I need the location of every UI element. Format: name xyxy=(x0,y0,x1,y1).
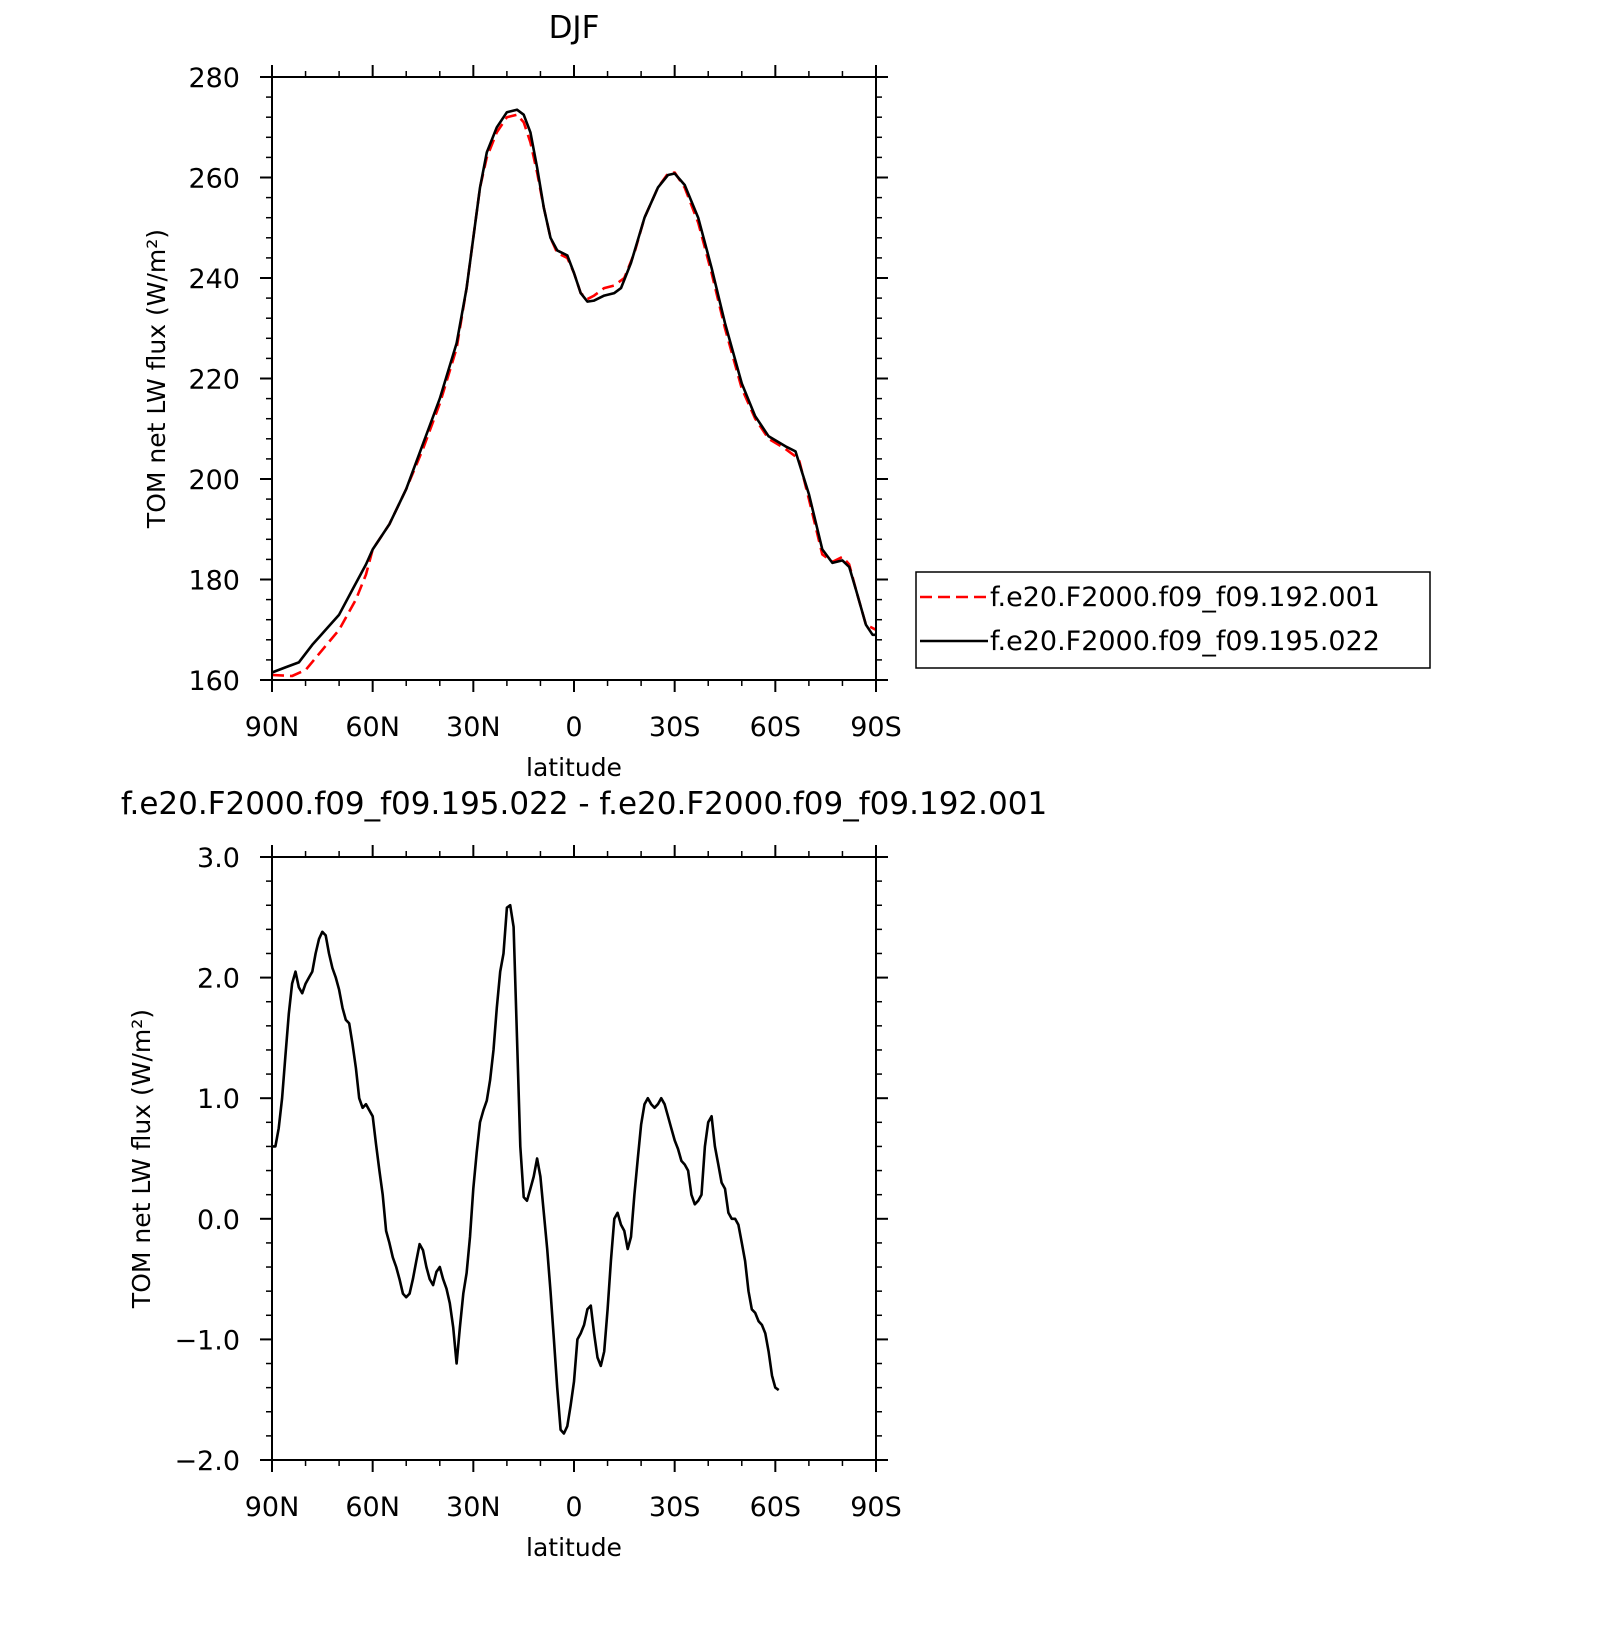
y-axis-label: TOM net LW flux (W/m²) xyxy=(142,229,171,529)
x-tick-label: 90N xyxy=(245,712,300,743)
y-tick-label: 220 xyxy=(188,365,240,396)
legend-label: f.e20.F2000.f09_f09.192.001 xyxy=(990,582,1380,613)
chart-title: DJF xyxy=(549,10,600,46)
x-axis-label: latitude xyxy=(526,1533,622,1562)
x-tick-label: 30N xyxy=(446,1492,501,1523)
y-tick-label: 240 xyxy=(188,264,240,295)
plot-frame xyxy=(271,76,877,681)
legend-label: f.e20.F2000.f09_f09.195.022 xyxy=(990,626,1380,657)
y-tick-label: 160 xyxy=(188,666,240,697)
legend-box xyxy=(915,571,1431,669)
y-tick-label: 3.0 xyxy=(197,843,240,874)
y-tick-label: 0.0 xyxy=(197,1205,240,1236)
y-tick-label: 280 xyxy=(188,63,240,94)
x-tick-label: 30S xyxy=(649,712,701,743)
x-tick-label: 0 xyxy=(565,1492,582,1523)
x-tick-label: 60N xyxy=(345,1492,400,1523)
series-line-1 xyxy=(271,108,876,674)
series-line-0 xyxy=(271,113,877,678)
x-tick-label: 0 xyxy=(565,712,582,743)
x-tick-label: 90S xyxy=(850,712,902,743)
y-tick-label: 1.0 xyxy=(197,1084,240,1115)
x-tick-label: 90N xyxy=(245,1492,300,1523)
x-tick-label: 90S xyxy=(850,1492,902,1523)
bottom-panel: f.e20.F2000.f09_f09.195.022 - f.e20.F200… xyxy=(121,786,1047,1562)
x-tick-label: 30S xyxy=(649,1492,701,1523)
top-panel: DJF 90N 60N 30N 0 30S 60S 90S 160 180 200 220 240 260… xyxy=(142,10,1431,782)
chart-title: f.e20.F2000.f09_f09.195.022 - f.e20.F200… xyxy=(121,786,1047,822)
y-tick-label: 200 xyxy=(188,465,240,496)
x-tick-label: 60S xyxy=(750,712,802,743)
y-tick-label: −1.0 xyxy=(174,1325,240,1356)
y-tick-label: 2.0 xyxy=(197,964,240,995)
series-line-0 xyxy=(272,903,780,1435)
x-tick-label: 30N xyxy=(446,712,501,743)
y-tick-label: −2.0 xyxy=(174,1446,240,1477)
y-tick-label: 180 xyxy=(188,566,240,597)
x-tick-label: 60N xyxy=(345,712,400,743)
x-tick-label: 60S xyxy=(750,1492,802,1523)
y-axis-label: TOM net LW flux (W/m²) xyxy=(127,1009,156,1309)
y-tick-label: 260 xyxy=(188,164,240,195)
x-axis-label: latitude xyxy=(526,753,622,782)
